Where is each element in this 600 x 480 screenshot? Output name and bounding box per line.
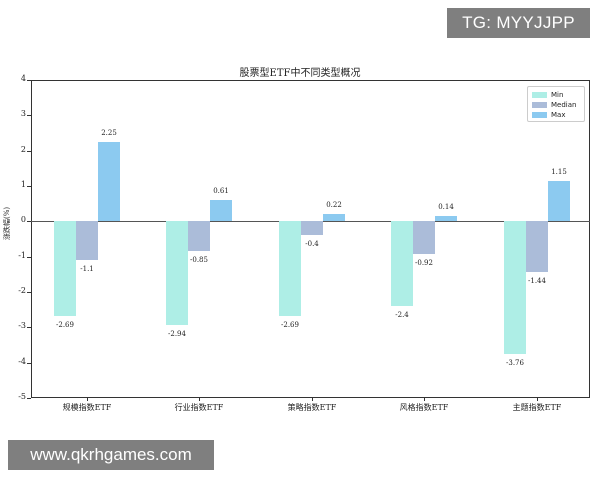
y-tick-mark — [27, 363, 31, 364]
legend-item-min: Min — [532, 90, 563, 100]
value-label-max: 0.14 — [438, 203, 454, 212]
y-tick-label: -1 — [18, 250, 26, 260]
y-tick-mark — [27, 80, 31, 81]
legend-label-max: Max — [551, 111, 566, 119]
value-label-min: -3.76 — [506, 359, 524, 368]
bar-min — [166, 221, 188, 326]
y-tick-mark — [27, 257, 31, 258]
bar-max — [548, 180, 570, 222]
y-tick-mark — [27, 292, 31, 293]
y-tick-mark — [27, 221, 31, 222]
y-tick-mark — [27, 115, 31, 116]
bar-median — [301, 221, 323, 236]
value-label-max: 2.25 — [101, 128, 117, 137]
value-label-median: -0.4 — [305, 240, 319, 249]
value-label-min: -2.69 — [281, 321, 299, 330]
x-tick-label: 策略指数ETF — [287, 403, 337, 412]
value-label-max: 0.22 — [326, 200, 342, 209]
value-label-min: -2.94 — [168, 330, 186, 339]
y-tick-label: -2 — [18, 286, 26, 295]
y-tick-label: 0 — [20, 215, 26, 225]
chart-title: 股票型ETF中不同类型概况 — [239, 68, 361, 79]
bar-max — [435, 216, 457, 222]
x-tick-mark — [424, 398, 425, 401]
x-tick-label: 风格指数ETF — [399, 403, 449, 412]
legend: Min Median Max — [527, 86, 585, 122]
legend-item-max: Max — [532, 110, 565, 120]
y-tick-mark — [27, 327, 31, 328]
x-tick-mark — [312, 398, 313, 401]
bar-max — [98, 141, 120, 222]
bar-min — [504, 221, 526, 355]
value-label-median: -0.85 — [190, 256, 208, 265]
bar-median — [76, 221, 98, 261]
x-tick-label: 行业指数ETF — [174, 403, 224, 412]
bar-min — [391, 221, 413, 307]
x-tick-mark — [199, 398, 200, 401]
bar-min — [279, 221, 301, 317]
legend-swatch-median — [532, 102, 547, 108]
bar-median — [188, 221, 210, 252]
y-tick-label: 3 — [20, 109, 26, 119]
y-tick-mark — [27, 186, 31, 187]
legend-label-min: Min — [551, 91, 564, 99]
legend-swatch-min — [532, 92, 547, 98]
y-tick-label: -4 — [18, 356, 26, 366]
value-label-min: -2.4 — [395, 311, 409, 320]
plot-area — [31, 80, 590, 398]
value-label-median: -1.44 — [528, 277, 546, 286]
bar-median — [526, 221, 548, 273]
y-tick-mark — [27, 398, 31, 399]
legend-swatch-max — [532, 112, 547, 118]
y-tick-label: 2 — [20, 144, 26, 154]
x-tick-label: 规模指数ETF — [62, 403, 112, 412]
y-tick-label: -5 — [18, 392, 26, 401]
value-label-median: -0.92 — [415, 258, 433, 267]
y-tick-label: -3 — [18, 321, 26, 331]
bar-max — [210, 199, 232, 222]
y-tick-label: 4 — [20, 74, 26, 83]
bar-max — [323, 213, 345, 222]
bar-median — [413, 221, 435, 254]
y-tick-mark — [27, 151, 31, 152]
legend-item-median: Median — [532, 100, 576, 110]
value-label-max: 0.61 — [213, 186, 229, 195]
x-tick-mark — [537, 398, 538, 401]
bar-min — [54, 221, 76, 317]
y-tick-label: 1 — [20, 180, 26, 189]
watermark-top: TG: MYYJJPP — [447, 8, 590, 38]
value-label-median: -1.1 — [80, 265, 94, 274]
watermark-bottom: www.qkrhgames.com — [8, 440, 214, 470]
x-tick-label: 主题指数ETF — [512, 403, 562, 412]
value-label-min: -2.69 — [56, 321, 74, 330]
legend-label-median: Median — [551, 101, 577, 109]
x-tick-mark — [87, 398, 88, 401]
value-label-max: 1.15 — [551, 167, 567, 176]
